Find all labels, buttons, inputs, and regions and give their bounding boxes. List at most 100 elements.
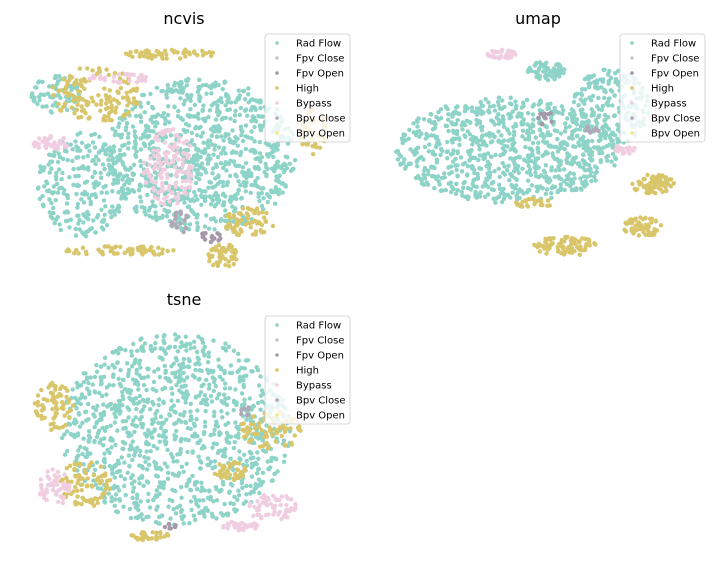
point-rad-flow: [509, 102, 514, 107]
point-bypass: [248, 522, 253, 527]
point-high: [653, 229, 658, 234]
point-rad-flow: [109, 499, 114, 504]
point-rad-flow: [500, 160, 505, 166]
point-rad-flow: [174, 382, 179, 388]
point-rad-flow: [608, 88, 613, 93]
point-rad-flow: [56, 167, 62, 172]
point-high: [116, 101, 122, 106]
point-rad-flow: [417, 134, 422, 139]
point-rad-flow: [225, 107, 230, 113]
point-high: [560, 246, 566, 251]
point-rad-flow: [430, 127, 436, 132]
point-rad-flow: [589, 178, 594, 184]
point-rad-flow: [534, 74, 539, 80]
point-rad-flow: [156, 420, 161, 426]
point-rad-flow: [241, 170, 247, 175]
point-rad-flow: [59, 185, 64, 190]
point-high: [146, 536, 151, 542]
point-rad-flow: [113, 463, 118, 468]
point-rad-flow: [214, 487, 219, 492]
point-rad-flow: [412, 152, 417, 157]
point-rad-flow: [165, 112, 171, 118]
point-rad-flow: [175, 505, 180, 510]
point-high: [250, 414, 256, 419]
point-rad-flow: [561, 108, 566, 113]
point-rad-flow: [153, 204, 158, 209]
point-high: [224, 475, 229, 481]
point-rad-flow: [74, 455, 79, 460]
point-rad-flow: [474, 106, 480, 111]
point-rad-flow: [153, 519, 159, 525]
point-rad-flow: [594, 145, 599, 150]
point-rad-flow: [162, 333, 167, 338]
point-rad-flow: [541, 64, 546, 69]
point-rad-flow: [86, 429, 92, 434]
legend-label-bpv-open: Bpv Open: [651, 129, 700, 140]
point-rad-flow: [236, 435, 241, 440]
point-rad-flow: [212, 409, 217, 415]
point-rad-flow: [120, 177, 125, 182]
point-high: [658, 187, 663, 192]
point-rad-flow: [148, 449, 153, 454]
point-high: [69, 105, 74, 110]
point-rad-flow: [134, 149, 139, 154]
point-rad-flow: [216, 174, 221, 180]
point-rad-flow: [257, 490, 262, 496]
point-rad-flow: [465, 172, 470, 177]
point-high: [576, 240, 582, 245]
point-rad-flow: [179, 484, 184, 490]
point-bypass: [155, 148, 160, 153]
point-rad-flow: [165, 476, 171, 481]
point-rad-flow: [54, 181, 60, 187]
point-high: [74, 247, 79, 253]
point-rad-flow: [228, 501, 233, 506]
point-bypass: [160, 132, 166, 137]
point-rad-flow: [177, 83, 182, 89]
point-rad-flow: [73, 139, 78, 144]
point-rad-flow: [97, 134, 102, 139]
point-rad-flow: [552, 174, 557, 180]
point-rad-flow: [252, 124, 257, 130]
point-rad-flow: [160, 213, 165, 219]
point-rad-flow: [525, 122, 530, 127]
point-rad-flow: [81, 436, 86, 441]
point-rad-flow: [549, 195, 554, 200]
point-rad-flow: [453, 191, 459, 196]
point-bypass: [175, 200, 180, 206]
point-rad-flow: [514, 177, 519, 183]
point-rad-flow: [181, 413, 186, 418]
point-rad-flow: [133, 449, 138, 454]
point-rad-flow: [106, 157, 111, 162]
point-rad-flow: [487, 162, 493, 167]
point-rad-flow: [108, 152, 114, 158]
point-rad-flow: [248, 483, 253, 489]
point-rad-flow: [126, 371, 131, 376]
point-rad-flow: [85, 450, 90, 456]
point-rad-flow: [136, 387, 141, 392]
point-rad-flow: [156, 367, 161, 372]
point-rad-flow: [110, 158, 115, 163]
legend-label-bpv-open: Bpv Open: [296, 411, 345, 422]
point-rad-flow: [192, 142, 197, 148]
point-high: [61, 77, 67, 82]
point-rad-flow: [224, 430, 230, 435]
point-bypass: [285, 515, 290, 520]
point-rad-flow: [104, 392, 109, 397]
point-rad-flow: [246, 170, 251, 175]
point-high: [107, 117, 112, 123]
point-high: [232, 248, 237, 253]
point-rad-flow: [471, 135, 476, 140]
point-rad-flow: [492, 134, 497, 140]
point-rad-flow: [552, 77, 557, 82]
point-rad-flow: [437, 182, 442, 187]
point-high: [45, 398, 50, 403]
point-high: [141, 54, 147, 59]
point-bypass: [176, 168, 182, 174]
point-rad-flow: [426, 172, 431, 177]
point-rad-flow: [507, 131, 512, 136]
point-rad-flow: [239, 478, 245, 483]
point-bypass: [50, 487, 56, 493]
point-rad-flow: [227, 173, 233, 179]
point-rad-flow: [163, 435, 169, 440]
point-rad-flow: [145, 374, 151, 379]
